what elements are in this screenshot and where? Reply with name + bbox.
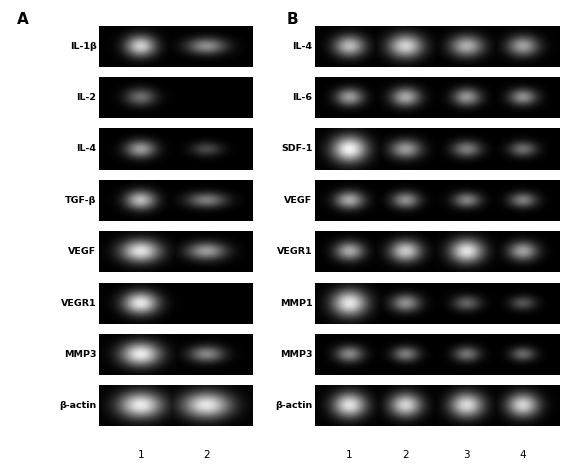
- Text: 2: 2: [203, 450, 210, 460]
- Text: VEGF: VEGF: [68, 247, 97, 256]
- Text: MMP3: MMP3: [280, 350, 312, 359]
- Text: VEGR1: VEGR1: [277, 247, 312, 256]
- Text: IL-4: IL-4: [293, 42, 312, 51]
- Text: MMP3: MMP3: [64, 350, 97, 359]
- Text: SDF-1: SDF-1: [281, 144, 312, 154]
- Text: β-actin: β-actin: [59, 401, 97, 410]
- Text: IL-1β: IL-1β: [70, 42, 97, 51]
- Text: MMP1: MMP1: [280, 298, 312, 308]
- Text: IL-2: IL-2: [77, 93, 97, 102]
- Text: IL-6: IL-6: [293, 93, 312, 102]
- Text: 2: 2: [402, 450, 409, 460]
- Text: 4: 4: [520, 450, 526, 460]
- Text: 3: 3: [463, 450, 470, 460]
- Text: B: B: [287, 12, 298, 27]
- Text: 1: 1: [137, 450, 144, 460]
- Text: VEGF: VEGF: [284, 196, 312, 205]
- Text: TGF-β: TGF-β: [65, 196, 97, 205]
- Text: A: A: [17, 12, 29, 27]
- Text: β-actin: β-actin: [275, 401, 312, 410]
- Text: IL-4: IL-4: [77, 144, 97, 154]
- Text: VEGR1: VEGR1: [61, 298, 97, 308]
- Text: 1: 1: [346, 450, 353, 460]
